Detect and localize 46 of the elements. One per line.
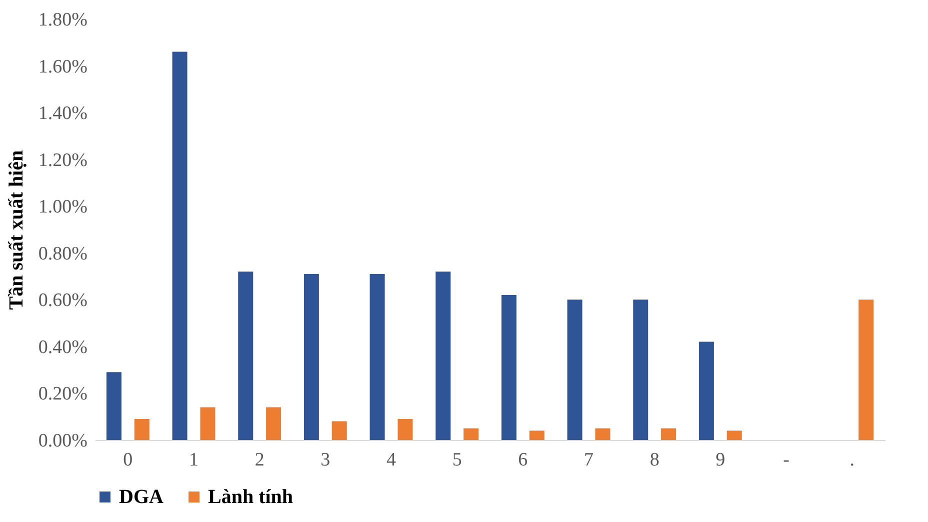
x-tick-label: - xyxy=(783,450,790,470)
y-tick-label: 1.60% xyxy=(38,56,88,78)
y-tick-label: 1.80% xyxy=(38,10,88,30)
legend-label: Lành tính xyxy=(208,486,294,508)
y-axis-title: Tần suất xuất hiện xyxy=(5,150,28,310)
bar xyxy=(398,418,413,440)
bar xyxy=(332,421,347,440)
bar xyxy=(172,52,188,440)
bar xyxy=(661,428,676,440)
legend-label: DGA xyxy=(119,486,164,508)
x-tick-label: 8 xyxy=(650,450,660,470)
bar xyxy=(200,407,216,440)
y-tick-label: 0.00% xyxy=(38,430,88,452)
bar xyxy=(529,430,544,440)
bar xyxy=(266,407,282,440)
bar xyxy=(595,428,610,440)
bar xyxy=(567,300,582,440)
bar xyxy=(370,274,385,440)
y-tick-label: 0.40% xyxy=(38,336,88,358)
x-tick-label: 1 xyxy=(189,450,198,470)
x-tick-label: 7 xyxy=(584,450,594,470)
bar xyxy=(436,272,451,440)
x-tick-label: . xyxy=(850,450,854,470)
y-tick-label: 0.60% xyxy=(38,290,88,312)
x-tick-label: 3 xyxy=(320,450,330,470)
x-tick-label: 6 xyxy=(518,450,528,470)
bar xyxy=(858,300,874,440)
x-tick-label: 2 xyxy=(254,450,264,470)
y-tick-label: 0.80% xyxy=(38,243,88,264)
bar xyxy=(106,372,122,440)
bar xyxy=(698,342,714,440)
x-tick-label: 4 xyxy=(386,450,396,470)
y-tick-label: 1.40% xyxy=(38,103,88,124)
bar xyxy=(238,272,254,440)
x-tick-label: 5 xyxy=(452,450,462,470)
y-tick-label: 0.20% xyxy=(38,384,88,405)
bar xyxy=(501,294,516,440)
bar xyxy=(633,300,648,440)
bar xyxy=(464,428,479,440)
y-tick-label: 1.00% xyxy=(38,196,88,218)
x-tick-label: 9 xyxy=(716,450,726,470)
y-tick-label: 1.20% xyxy=(38,150,88,171)
bar xyxy=(304,274,319,440)
x-tick-label: 0 xyxy=(123,450,133,470)
bar xyxy=(134,418,150,440)
bar xyxy=(726,430,742,440)
